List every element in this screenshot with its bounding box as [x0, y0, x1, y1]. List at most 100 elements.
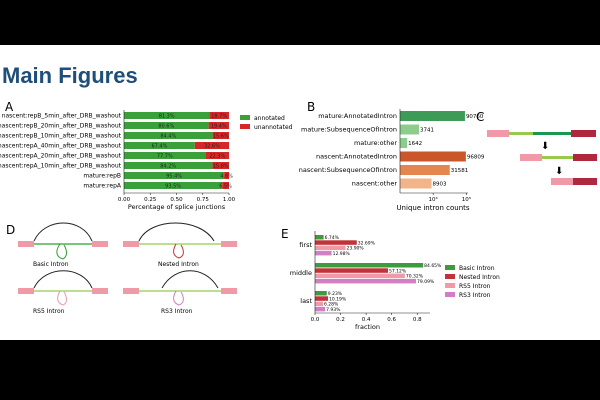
a-bar-annotated: [124, 122, 209, 129]
panel-b-chart: mature:AnnotatedIntron 90760 mature:Subseq…: [299, 109, 485, 212]
a-bar-annotated: [124, 162, 213, 169]
e-value-label: 6.74%: [325, 235, 340, 241]
c-exon-right: [571, 130, 596, 137]
e-legend-swatch: [445, 274, 455, 279]
a-label-unannotated: 4.6%: [220, 174, 233, 180]
panel-label-e: E: [281, 227, 289, 241]
a-category-label: nascent:repB_5min_after_DRB_washout: [2, 113, 122, 120]
a-bar-annotated: [124, 132, 213, 139]
e-value-label: 7.93%: [326, 307, 341, 313]
e-bar: [315, 268, 388, 273]
a-bar-unannotated: [208, 122, 229, 129]
e-value-label: 10.19%: [329, 296, 347, 302]
panel-label-d: D: [6, 223, 15, 237]
b-value-label: 31581: [451, 168, 469, 174]
c-intron-dark: [533, 132, 571, 135]
e-value-label: 12.98%: [333, 251, 351, 257]
e-legend-swatch: [445, 283, 455, 288]
c-exon-left-2: [520, 154, 542, 161]
b-bar: [400, 124, 420, 135]
b-value-label: 8903: [432, 182, 446, 188]
a-label-annotated: 77.7%: [157, 154, 173, 160]
a-x-axis-title: Percentage of splice junctions: [128, 203, 226, 211]
e-bar: [315, 278, 417, 284]
c-exon-right-3: [573, 178, 597, 185]
c-exon-left-3: [551, 178, 573, 185]
a-label-annotated: 84.2%: [160, 164, 176, 170]
a-label-annotated: 93.5%: [165, 184, 181, 190]
b-category-label: mature:AnnotatedIntron: [318, 112, 397, 120]
a-bar-annotated: [124, 172, 225, 179]
a-category-label: mature:repB: [83, 173, 121, 180]
e-value-label: 79.09%: [417, 279, 435, 285]
e-x-tick-label: 0.0: [311, 317, 320, 323]
a-label-unannotated: 22.3%: [209, 154, 225, 160]
c-intron-light-2: [542, 156, 573, 159]
e-bar: [315, 301, 324, 307]
b-bar: [400, 151, 466, 162]
a-category-label: nascent:repA_10min_after_DRB_washout: [0, 163, 122, 170]
e-value-label: 23.90%: [347, 246, 365, 252]
e-category-label: last: [300, 297, 312, 305]
e-legend-label: RS3 Intron: [459, 292, 491, 299]
a-bar-unannotated: [212, 132, 229, 139]
b-category-label: nascent:other: [352, 180, 398, 188]
e-value-label: 57.12%: [389, 268, 407, 274]
e-value-label: 32.69%: [358, 240, 376, 246]
a-label-annotated: 67.4%: [151, 144, 167, 150]
a-label-unannotated: 15.6%: [213, 134, 229, 140]
c-exon-right-2: [573, 154, 597, 161]
e-bar: [315, 245, 346, 251]
a-category-label: nascent:repB_10min_after_DRB_washout: [0, 133, 122, 140]
a-bar-annotated: [124, 182, 223, 189]
a-label-annotated: 95.4%: [166, 174, 182, 180]
e-value-label: 84.65%: [424, 263, 442, 269]
b-x-tick-label: 10⁴: [429, 196, 439, 203]
d-caption-rs3: RS3 Intron: [161, 308, 193, 315]
b-category-label: mature:other: [354, 139, 397, 147]
c-exon-left: [487, 130, 509, 137]
a-x-tick-label: 0.75: [197, 197, 210, 203]
a-label-unannotated: 19.4%: [211, 124, 227, 130]
a-label-annotated: 80.6%: [158, 124, 174, 130]
e-bar: [315, 240, 357, 245]
e-bar: [315, 306, 326, 312]
e-bar: [315, 291, 327, 296]
panel-label-b: B: [307, 100, 315, 114]
b-x-tick-label: 10⁵: [462, 196, 471, 203]
e-x-tick-label: 0.2: [336, 317, 345, 323]
b-value-label: 1642: [408, 141, 422, 147]
c-arrow-down-2: ⬇: [555, 166, 563, 177]
d-rs3-intron: RS3 Intron: [123, 270, 237, 315]
panel-e-chart: first 6.74% 32.69%23.90%12.98% middle 84.65%…: [290, 231, 500, 331]
b-value-label: 90760: [466, 114, 484, 120]
a-category-label: nascent:repA_20min_after_DRB_washout: [0, 153, 122, 160]
a-bar-unannotated: [222, 182, 229, 189]
e-category-label: middle: [290, 269, 312, 277]
e-bar: [315, 273, 405, 279]
a-bar-annotated: [124, 112, 210, 119]
a-legend-swatch-annotated: [240, 115, 250, 120]
a-bar-unannotated: [209, 112, 229, 119]
b-value-label: 3741: [420, 128, 434, 134]
c-intron-light: [509, 132, 533, 135]
a-x-tick-label: 1.00: [223, 197, 236, 203]
a-bar-unannotated: [212, 162, 229, 169]
a-bar-annotated: [124, 152, 206, 159]
e-value-label: 9.23%: [328, 291, 343, 297]
d-rs5-intron: RS5 Intron: [18, 270, 108, 315]
panel-label-a: A: [5, 100, 14, 114]
panel-label-c: C: [476, 110, 484, 124]
e-legend-label: RS5 Intron: [459, 283, 491, 290]
d-caption-basic: Basic Intron: [33, 261, 69, 268]
b-bar: [400, 165, 450, 175]
e-value-label: 70.32%: [406, 274, 424, 280]
b-category-label: nascent:AnnotatedIntron: [316, 153, 397, 161]
d-basic-intron: Basic Intron: [18, 222, 108, 268]
slide-title: Main Figures: [2, 63, 138, 88]
d-caption-rs5: RS5 Intron: [33, 308, 65, 315]
a-label-annotated: 84.4%: [160, 134, 176, 140]
a-category-label: mature:repA: [83, 183, 122, 190]
b-x-axis-title: Unique intron counts: [396, 204, 469, 212]
e-x-tick-label: 0.6: [387, 317, 396, 323]
